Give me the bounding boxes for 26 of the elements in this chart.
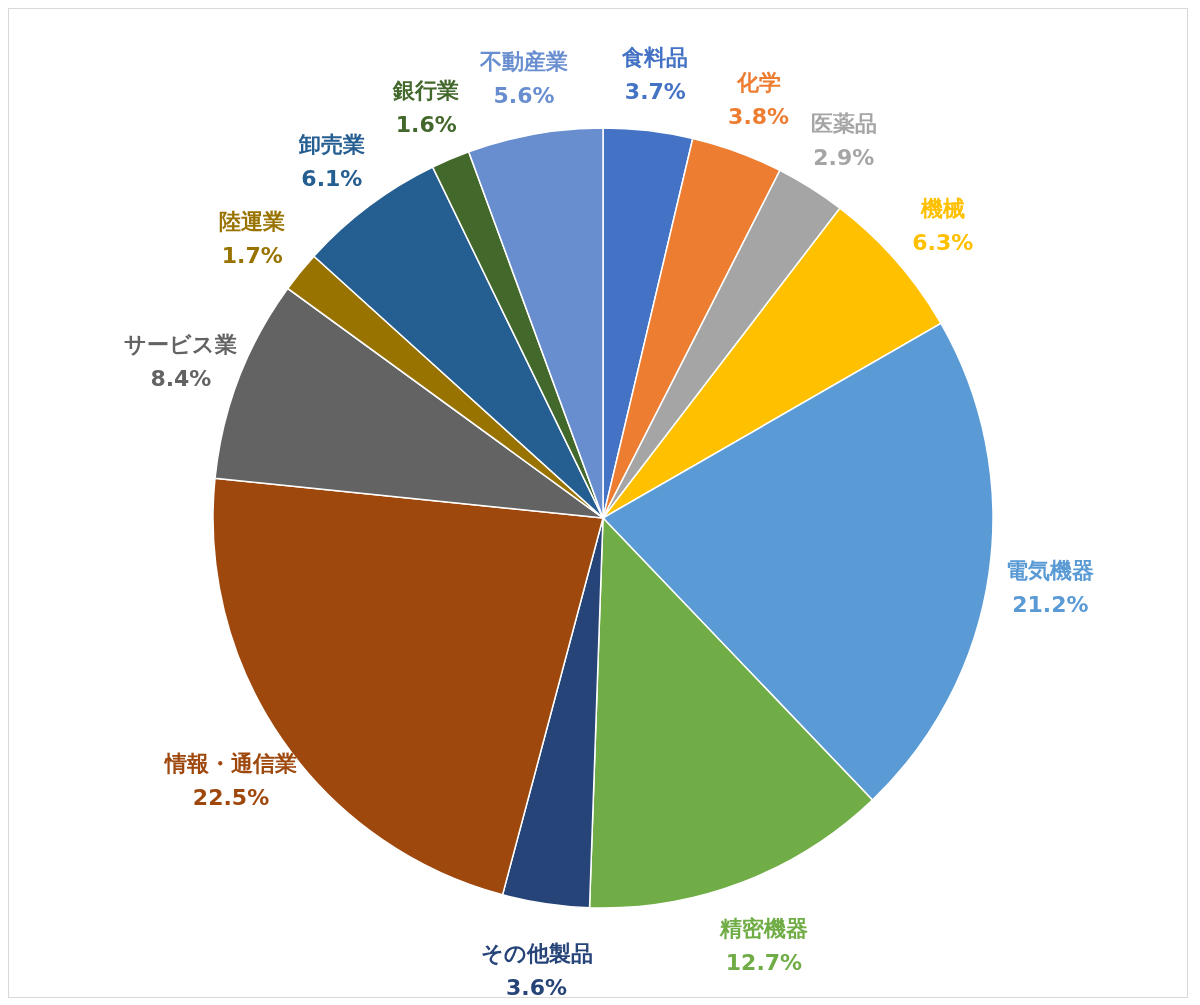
data-label: 12.7% bbox=[725, 950, 803, 976]
data-label: 22.5% bbox=[192, 784, 270, 810]
data-label: 3.8% bbox=[728, 103, 790, 129]
data-label: 1.6% bbox=[395, 111, 457, 137]
data-label: 6.1% bbox=[301, 166, 363, 192]
slice-label: サービス業 bbox=[124, 332, 238, 358]
slice-label: 電気機器 bbox=[1006, 558, 1095, 584]
slice-label: 食料品 bbox=[621, 45, 689, 71]
data-label: 6.3% bbox=[912, 229, 974, 255]
data-label: 8.4% bbox=[150, 366, 212, 392]
data-label: 3.7% bbox=[624, 79, 686, 105]
slice-label: 陸運業 bbox=[219, 208, 286, 234]
slice-label: 不動産業 bbox=[478, 48, 568, 74]
data-label: 2.9% bbox=[813, 145, 875, 171]
slice-label: 卸売業 bbox=[297, 132, 365, 158]
slice-label: その他製品 bbox=[480, 941, 593, 967]
slice-label: 機械 bbox=[919, 195, 965, 221]
slice-label: 銀行業 bbox=[392, 77, 460, 103]
slice-label: 化学 bbox=[735, 69, 781, 95]
data-label: 21.2% bbox=[1012, 592, 1089, 618]
slice-label: 情報・通信業 bbox=[163, 750, 298, 776]
data-label: 1.7% bbox=[221, 242, 283, 268]
slice-label: 医薬品 bbox=[810, 111, 877, 137]
data-label: 5.6% bbox=[493, 82, 555, 108]
data-label: 3.6% bbox=[506, 975, 568, 1001]
slice-label: 精密機器 bbox=[718, 916, 808, 942]
